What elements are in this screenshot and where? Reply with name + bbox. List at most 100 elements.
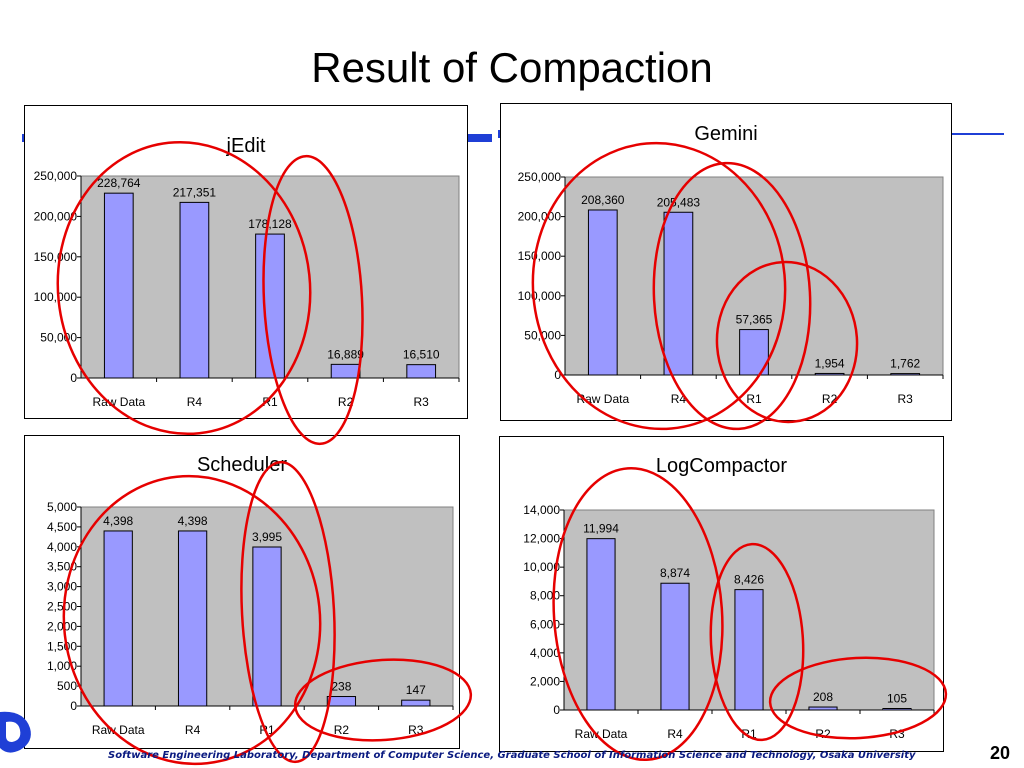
y-tick-label: 2,500 — [47, 600, 77, 614]
y-tick-label: 8,000 — [530, 589, 560, 603]
bar — [255, 233, 285, 379]
chart-jedit: jEdit 0 50,000 100,000 150,000 200,000 250,000… — [24, 105, 468, 419]
bar — [330, 363, 361, 379]
data-label: 178,128 — [248, 217, 292, 231]
bar — [808, 706, 838, 711]
y-tick-label: 50,000 — [40, 331, 77, 345]
y-tick-label: 100,000 — [34, 290, 78, 304]
x-tick-label: R2 — [338, 395, 354, 409]
data-label: 147 — [406, 683, 426, 697]
y-tick-label: 3,500 — [47, 560, 77, 574]
y-tick-label: 1,000 — [47, 659, 77, 673]
x-tick-label: R2 — [822, 392, 838, 406]
y-tick-label: 6,000 — [530, 617, 560, 631]
y-tick-label: 12,000 — [523, 532, 560, 546]
bar — [660, 582, 690, 711]
data-label: 8,426 — [734, 573, 764, 587]
chart-title: jEdit — [226, 135, 266, 157]
y-tick-label: 4,000 — [530, 646, 560, 660]
y-tick-label: 50,000 — [524, 328, 561, 342]
data-label: 3,995 — [252, 530, 282, 544]
slide-title: Result of Compaction — [311, 44, 713, 91]
data-label: 1,954 — [815, 356, 845, 370]
bar — [882, 708, 912, 711]
chart-title: Scheduler — [197, 454, 287, 476]
data-label: 217,351 — [173, 185, 217, 199]
data-label: 4,398 — [178, 514, 208, 528]
y-tick-label: 5,000 — [47, 500, 77, 514]
x-tick-label: R1 — [262, 395, 278, 409]
x-tick-label: R3 — [414, 395, 430, 409]
x-tick-label: R3 — [898, 392, 914, 406]
x-tick-label: R4 — [187, 395, 203, 409]
y-tick-label: 0 — [554, 368, 561, 382]
bar — [586, 538, 616, 711]
y-tick-label: 200,000 — [34, 209, 78, 223]
chart-svg: jEdit 0 50,000 100,000 150,000 200,000 250,000… — [34, 135, 460, 409]
y-tick-label: 200,000 — [518, 210, 562, 224]
y-tick-label: 0 — [70, 371, 77, 385]
x-tick-label: Raw Data — [92, 723, 145, 737]
bar — [177, 530, 208, 707]
x-tick-label: R1 — [746, 392, 762, 406]
bar — [401, 699, 431, 707]
y-tick-label: 250,000 — [34, 169, 78, 183]
y-tick-label: 1,500 — [47, 639, 77, 653]
x-tick-label: R1 — [259, 723, 275, 737]
data-label: 208 — [813, 690, 833, 704]
bar — [814, 372, 845, 376]
y-tick-label: 2,000 — [530, 674, 560, 688]
x-tick-label: R3 — [408, 723, 424, 737]
data-label: 205,483 — [657, 195, 701, 209]
x-tick-label: Raw Data — [92, 395, 145, 409]
chart-gemini: Gemini 0 50,000 100,000 150,000 200,000 250,00… — [500, 103, 952, 421]
x-tick-label: Raw Data — [575, 727, 628, 741]
chart-svg: Gemini 0 50,000 100,000 150,000 200,000 250,00… — [518, 123, 944, 406]
data-label: 8,874 — [660, 566, 690, 580]
bar — [103, 530, 133, 707]
x-tick-label: R4 — [185, 723, 201, 737]
data-label: 16,889 — [327, 347, 364, 361]
y-tick-label: 150,000 — [34, 250, 78, 264]
y-tick-label: 250,000 — [518, 170, 562, 184]
x-tick-label: R4 — [671, 392, 687, 406]
y-tick-label: 4,000 — [47, 540, 77, 554]
y-tick-label: 4,500 — [47, 520, 77, 534]
data-label: 57,365 — [736, 313, 773, 327]
bar — [739, 329, 769, 376]
data-label: 4,398 — [103, 514, 133, 528]
chart-title: Gemini — [694, 123, 757, 145]
y-tick-label: 0 — [70, 699, 77, 713]
accent-line-right-thin — [950, 133, 1004, 135]
data-label: 105 — [887, 692, 907, 706]
x-tick-label: R3 — [889, 727, 905, 741]
y-tick-label: 150,000 — [518, 249, 562, 263]
bar — [326, 696, 357, 707]
chart-scheduler: Scheduler 0 500 1,000 1,500 2,000 2,500 3,000 3,… — [24, 435, 460, 749]
bar — [890, 373, 921, 376]
bar — [406, 364, 437, 379]
chart-svg: LogCompactor 0 2,000 4,000 6,000 8,000 10,000 1… — [523, 455, 935, 741]
y-tick-label: 500 — [57, 679, 77, 693]
bar — [663, 211, 694, 376]
y-tick-label: 0 — [553, 703, 560, 717]
data-label: 208,360 — [581, 193, 625, 207]
footer-text: Software Engineering Laboratory, Departm… — [108, 750, 916, 761]
chart-svg: Scheduler 0 500 1,000 1,500 2,000 2,500 3,000 3,… — [47, 454, 454, 737]
bar — [179, 201, 210, 379]
x-tick-label: R1 — [741, 727, 757, 741]
chart-title: LogCompactor — [656, 455, 788, 477]
data-label: 16,510 — [403, 348, 440, 362]
x-tick-label: R2 — [815, 727, 831, 741]
bar — [587, 209, 618, 376]
y-tick-label: 10,000 — [523, 560, 560, 574]
y-tick-label: 3,000 — [47, 580, 77, 594]
data-label: 11,994 — [583, 522, 619, 536]
x-tick-label: R2 — [334, 723, 350, 737]
bar — [252, 546, 282, 707]
university-logo-icon — [0, 711, 31, 753]
page-number: 20 — [989, 743, 1010, 763]
data-label: 228,764 — [97, 176, 141, 190]
y-tick-label: 14,000 — [523, 503, 560, 517]
x-tick-label: R4 — [667, 727, 683, 741]
